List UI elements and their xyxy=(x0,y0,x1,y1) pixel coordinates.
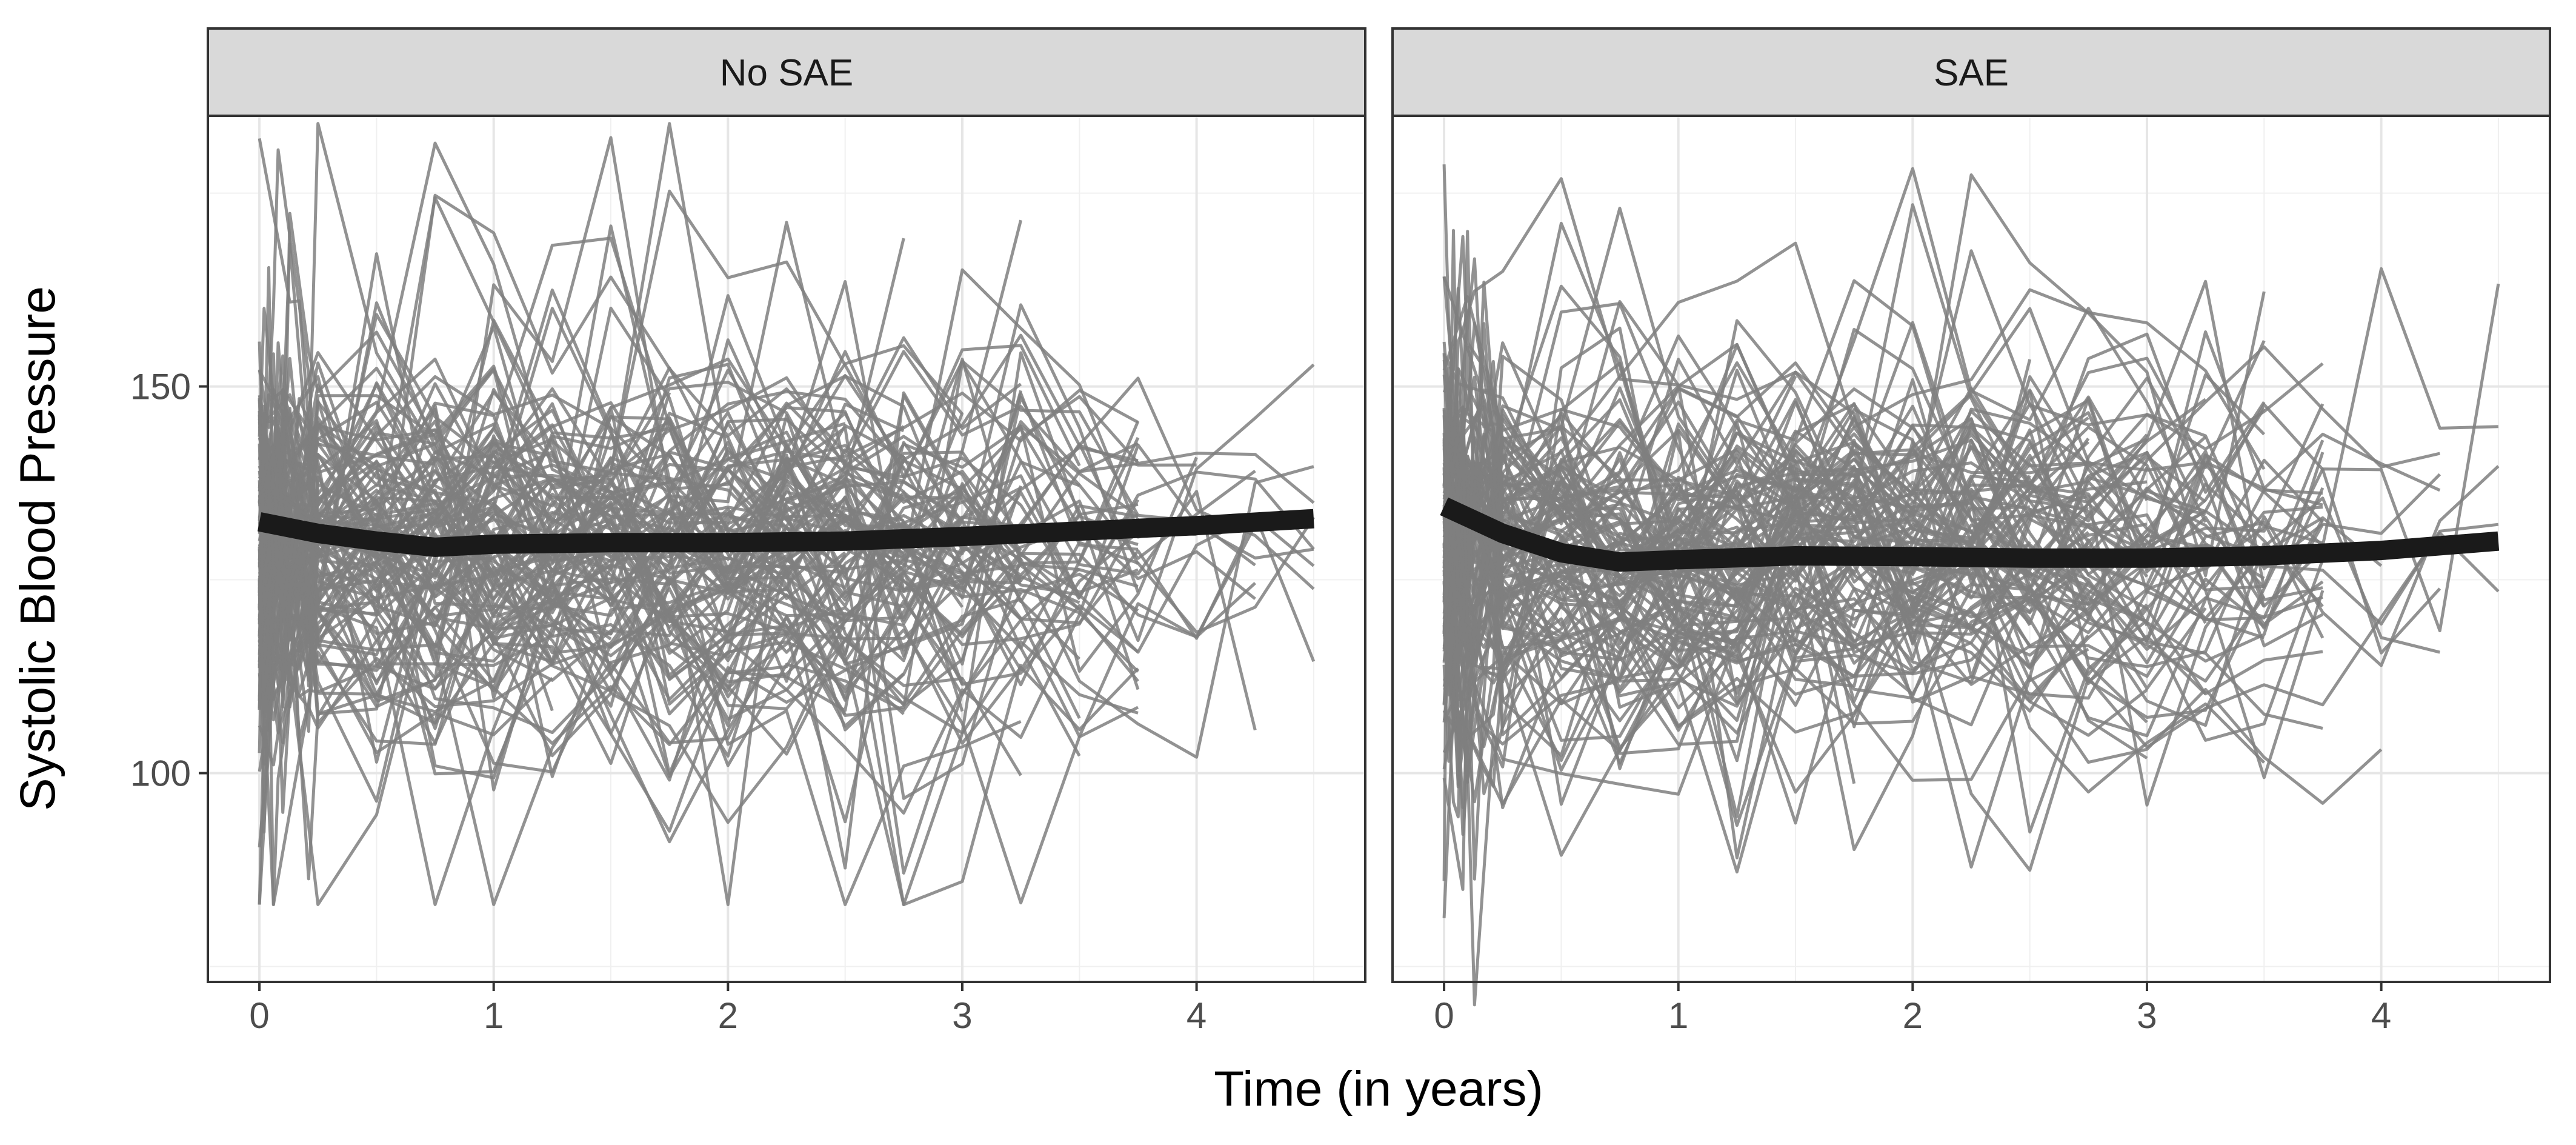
panel-sae-smooth-line xyxy=(1440,497,2500,572)
panel-no-sae-x-axis: 0 1 2 3 4 xyxy=(249,982,1206,1036)
panel-no-sae-subject-line xyxy=(258,221,1256,628)
panel-sae-subject-line xyxy=(1442,538,2323,1007)
panel-sae-strip xyxy=(1391,27,2551,117)
panel-sae-subject-line xyxy=(1442,230,2090,540)
panel-no-sae-x-tick-label: 2 xyxy=(718,995,738,1036)
panel-no-sae-subject-line xyxy=(258,294,1256,738)
panel-no-sae-subject-line xyxy=(258,415,1316,663)
y-axis: 100 150 xyxy=(130,367,208,794)
y-axis-title: Systolic Blood Pressure xyxy=(10,286,65,811)
panel-no-sae-individual-series xyxy=(258,122,1316,906)
panel-sae-x-tick-label: 1 xyxy=(1668,995,1688,1036)
panel-no-sae-subject-line xyxy=(258,136,905,715)
x-axis-title: Time (in years) xyxy=(1214,1061,1543,1117)
panel-sae: SAE 0 1 2 3 4 xyxy=(1391,27,2551,1036)
panel-no-sae: No SAE 0 1 2 3 4 100 150 xyxy=(130,27,1366,1036)
panel-no-sae-subject-line xyxy=(258,401,964,639)
panel-no-sae-subject-line xyxy=(258,413,1022,690)
panel-no-sae-subject-line xyxy=(258,422,1139,612)
panel-no-sae-subject-line xyxy=(258,543,964,906)
panel-no-sae-strip xyxy=(207,27,1366,117)
y-tick-label: 150 xyxy=(130,367,191,407)
panel-no-sae-smooth-group xyxy=(257,509,1314,557)
panel-sae-subject-line xyxy=(1442,353,2149,519)
panel-sae-subject-line xyxy=(1442,486,2265,794)
panel-sae-subject-line xyxy=(1442,399,2089,630)
panel-no-sae-smooth-line xyxy=(257,509,1314,557)
panel-no-sae-subject-line xyxy=(258,404,1140,906)
panel-no-sae-x-tick-label: 4 xyxy=(1186,995,1206,1036)
panel-sae-x-tick-label: 3 xyxy=(2137,995,2157,1036)
y-tick-label: 100 xyxy=(130,753,191,794)
panel-sae-smooth-group xyxy=(1440,497,2500,572)
panel-no-sae-subject-line xyxy=(258,289,1081,719)
panel-no-sae-subject-line xyxy=(258,393,1022,746)
panel-no-sae-subject-line xyxy=(258,482,1081,776)
panel-no-sae-x-tick-label: 0 xyxy=(249,995,269,1036)
panel-sae-x-axis: 0 1 2 3 4 xyxy=(1434,982,2391,1036)
panel-sae-strip-label: SAE xyxy=(1934,52,2009,94)
panel-sae-subject-line xyxy=(1442,484,1855,656)
panel-no-sae-subject-line xyxy=(259,424,1022,906)
panel-sae-subject-line xyxy=(1442,276,2090,699)
panel-no-sae-subject-line xyxy=(258,370,905,553)
panel-no-sae-subject-line xyxy=(258,395,1140,758)
panel-no-sae-subject-line xyxy=(258,351,1315,643)
panel-no-sae-subject-line xyxy=(258,122,846,556)
panel-no-sae-x-tick-label: 3 xyxy=(952,995,972,1036)
panel-sae-x-tick-label: 2 xyxy=(1903,995,1923,1036)
panel-no-sae-x-tick-label: 1 xyxy=(484,995,504,1036)
panel-sae-x-tick-label: 0 xyxy=(1434,995,1454,1036)
panel-sae-x-tick-label: 4 xyxy=(2371,995,2391,1036)
panel-no-sae-strip-label: No SAE xyxy=(720,52,854,94)
